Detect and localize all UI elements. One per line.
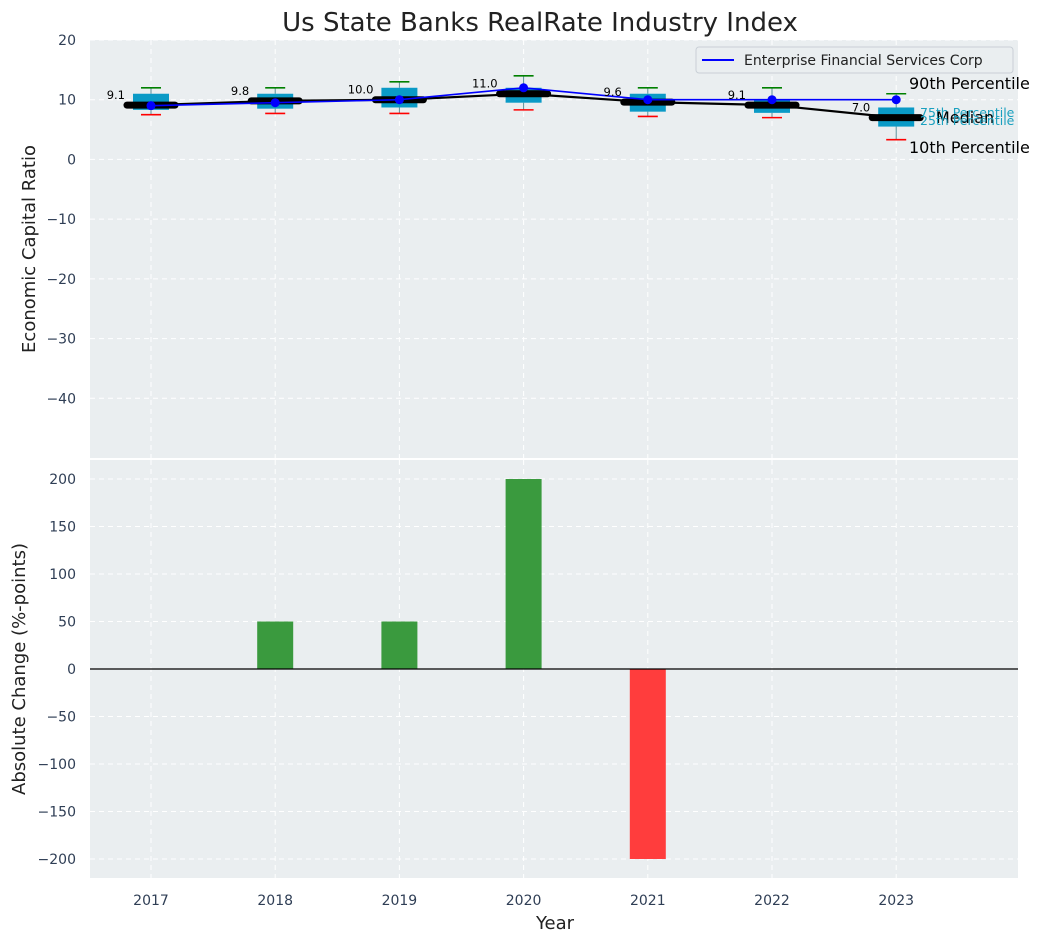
x-axis-label: Year [535, 913, 575, 934]
bottom-y-tick-label: 150 [49, 520, 76, 536]
legend-label: Enterprise Financial Services Corp [744, 53, 983, 69]
median-value-label: 11.0 [472, 77, 498, 91]
x-tick-label: 2019 [382, 893, 418, 909]
median-value-label: 7.0 [852, 101, 870, 115]
x-tick-label: 2021 [630, 893, 666, 909]
annotation-90th: 90th Percentile [909, 74, 1030, 93]
annotation-10th: 10th Percentile [909, 138, 1030, 157]
median-value-label: 9.6 [604, 85, 622, 99]
bottom-y-ticks: 200 150 100 50 0 −50 −100 −150 −200 [38, 472, 76, 868]
x-tick-label: 2022 [754, 893, 790, 909]
top-y-axis-label: Economic Capital Ratio [19, 145, 40, 353]
percentile-annotations: 90th Percentile 75th Percentile Median 2… [909, 74, 1030, 157]
bottom-y-tick-label: 100 [49, 567, 76, 583]
annotation-25th: 25th Percentile [920, 113, 1015, 128]
top-grid [90, 39, 1018, 458]
top-y-tick-label: −30 [46, 332, 76, 348]
company-series-point [519, 83, 529, 93]
annotation-median: Median [936, 108, 994, 127]
bottom-bars [257, 479, 666, 859]
top-y-tick-label: 0 [67, 152, 76, 168]
chart-title: Us State Banks RealRate Industry Index [282, 8, 798, 38]
bottom-y-tick-label: −200 [38, 852, 76, 868]
legend: Enterprise Financial Services Corp [695, 46, 1014, 74]
median-value-label: 9.1 [728, 88, 746, 102]
bottom-y-tick-label: 0 [67, 662, 76, 678]
top-plot-area [90, 40, 1018, 458]
top-y-tick-label: 10 [58, 93, 76, 109]
bottom-panel: 200 150 100 50 0 −50 −100 −150 −200 2017 2018 2019… [9, 460, 1018, 934]
top-y-tick-label: −10 [46, 212, 76, 228]
company-series-point [146, 101, 156, 111]
median-value-label: 10.0 [348, 83, 374, 97]
top-panel: 20 10 0 −10 −20 −30 −40 9.1 9.8 10.0 11.0 9.6 9.1 7.… [19, 33, 1030, 458]
company-series-point [891, 95, 901, 105]
x-tick-label: 2023 [878, 893, 914, 909]
median-value-label: 9.1 [107, 88, 125, 102]
bar-2019 [381, 621, 418, 669]
bar-2018 [257, 621, 294, 669]
legend-box [695, 46, 1014, 74]
top-y-tick-label: 20 [58, 33, 76, 49]
bar-2020 [505, 479, 542, 669]
top-y-tick-label: −40 [46, 391, 76, 407]
x-tick-label: 2017 [133, 893, 169, 909]
bottom-y-tick-label: −150 [38, 805, 76, 821]
top-y-tick-label: −20 [46, 272, 76, 288]
top-y-ticks: 20 10 0 −10 −20 −30 −40 [46, 33, 76, 407]
bottom-y-tick-label: −50 [46, 710, 76, 726]
top-series [146, 83, 901, 119]
company-series-point [394, 95, 404, 105]
bottom-y-tick-label: 50 [58, 615, 76, 631]
company-series-point [767, 95, 777, 105]
bar-2021 [629, 669, 666, 859]
x-tick-label: 2018 [257, 893, 293, 909]
bottom-y-tick-label: −100 [38, 757, 76, 773]
company-series-point [270, 98, 280, 108]
top-median-labels: 9.1 9.8 10.0 11.0 9.6 9.1 7.0 [107, 77, 870, 115]
bottom-y-axis-label: Absolute Change (%-points) [9, 543, 30, 795]
bottom-y-tick-label: 200 [49, 472, 76, 488]
company-series-point [643, 95, 653, 105]
annotation-75th: 75th Percentile [920, 105, 1015, 120]
x-tick-label: 2020 [506, 893, 542, 909]
x-tick-labels: 2017 2018 2019 2020 2021 2022 2023 [133, 893, 914, 909]
median-value-label: 9.8 [231, 84, 249, 98]
